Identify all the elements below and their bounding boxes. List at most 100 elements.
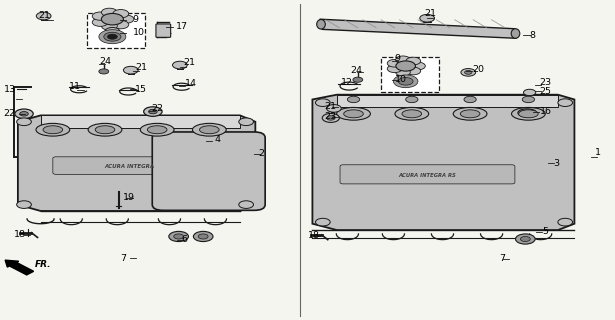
Polygon shape [41,116,240,128]
Circle shape [101,8,117,17]
Polygon shape [312,95,574,230]
Circle shape [198,234,208,239]
Text: 6: 6 [181,235,188,244]
Text: 24: 24 [99,57,111,66]
Circle shape [101,13,124,25]
Circle shape [92,12,108,20]
Text: 11: 11 [69,82,81,91]
Text: 25: 25 [539,87,552,96]
Circle shape [523,89,536,96]
Ellipse shape [88,123,122,136]
Circle shape [172,61,187,69]
Ellipse shape [36,123,69,136]
Circle shape [411,62,426,70]
Ellipse shape [192,123,226,136]
Ellipse shape [317,20,325,29]
Circle shape [464,96,476,103]
Text: 14: 14 [184,79,197,88]
Text: 5: 5 [542,227,548,236]
Circle shape [239,201,253,208]
Circle shape [420,14,435,22]
Text: 23: 23 [325,112,337,121]
Circle shape [20,112,28,116]
Text: 8: 8 [530,31,536,40]
Circle shape [124,66,138,74]
Circle shape [169,231,188,242]
Circle shape [399,77,413,85]
Circle shape [36,12,51,20]
Text: 21: 21 [325,102,336,111]
Text: FR.: FR. [35,260,52,269]
Text: 10: 10 [395,75,407,84]
Ellipse shape [43,126,63,134]
Circle shape [144,107,162,116]
Circle shape [15,109,33,119]
Circle shape [406,67,421,75]
Text: 13: 13 [4,85,16,94]
Circle shape [558,99,573,107]
Text: ACURA INTEGRA: ACURA INTEGRA [105,164,154,169]
Circle shape [464,70,472,74]
Text: 7: 7 [499,254,505,263]
Circle shape [149,109,157,114]
Circle shape [558,218,573,226]
Polygon shape [320,19,516,38]
Circle shape [108,34,117,39]
Circle shape [387,65,402,73]
Circle shape [520,236,530,242]
Text: 3: 3 [553,159,559,168]
Text: 18: 18 [308,231,320,240]
Circle shape [101,22,117,30]
Text: 22: 22 [4,109,16,118]
Polygon shape [18,116,255,211]
Ellipse shape [453,108,487,120]
Circle shape [92,18,108,26]
Text: 20: 20 [472,65,484,74]
Circle shape [327,105,341,112]
Text: 10: 10 [133,28,145,37]
Ellipse shape [95,126,115,134]
FancyBboxPatch shape [156,24,171,37]
Text: 21: 21 [183,58,196,67]
Ellipse shape [402,110,422,118]
Text: 24: 24 [351,66,362,75]
Circle shape [118,15,134,23]
Text: 9: 9 [395,54,400,63]
Ellipse shape [344,110,363,118]
Text: 17: 17 [175,22,188,31]
Text: 1: 1 [595,148,601,157]
Ellipse shape [395,108,429,120]
Text: 15: 15 [135,85,146,94]
Text: 7: 7 [121,254,126,263]
Text: 23: 23 [539,78,552,87]
Circle shape [327,116,335,120]
Circle shape [99,69,109,74]
Circle shape [17,201,31,208]
Circle shape [104,32,121,41]
Text: 21: 21 [136,63,148,72]
Circle shape [387,60,402,67]
Text: 9: 9 [133,15,138,24]
Bar [381,57,440,92]
Ellipse shape [199,126,219,134]
Text: 12: 12 [341,78,353,87]
Circle shape [105,28,120,35]
Text: 22: 22 [151,104,163,113]
Text: 2: 2 [258,149,264,158]
Ellipse shape [460,110,480,118]
Ellipse shape [512,108,546,120]
Circle shape [515,234,535,244]
Polygon shape [337,95,558,108]
Circle shape [461,68,475,76]
Text: 21: 21 [424,9,436,18]
Bar [87,13,145,48]
FancyBboxPatch shape [53,157,206,174]
Ellipse shape [336,108,370,120]
Text: ACURA INTEGRA RS: ACURA INTEGRA RS [399,173,456,178]
Circle shape [113,10,129,18]
Text: 19: 19 [124,193,135,202]
Text: 18: 18 [14,230,26,239]
Ellipse shape [148,126,167,134]
Ellipse shape [511,29,520,38]
Circle shape [193,231,213,242]
